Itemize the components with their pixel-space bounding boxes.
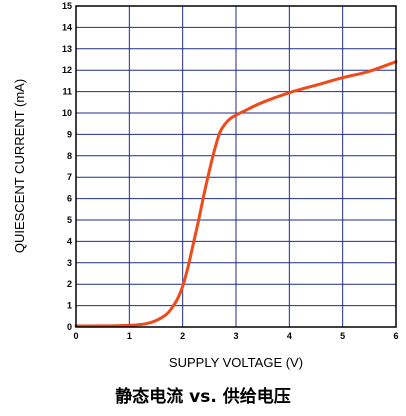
series-line <box>74 60 398 328</box>
x-tick-labels: 0 1 2 3 4 5 6 <box>73 331 398 341</box>
y-tick-label: 12 <box>62 65 72 75</box>
y-axis-label: QUIESCENT CURRENT (mA) <box>12 79 27 253</box>
series-layer <box>74 60 398 328</box>
x-tick-label: 2 <box>180 331 185 341</box>
x-axis-label: SUPPLY VOLTAGE (V) <box>169 355 303 370</box>
x-tick-label: 1 <box>127 331 132 341</box>
y-tick-label: 15 <box>62 1 72 11</box>
plot-frame <box>75 5 397 328</box>
y-tick-label: 8 <box>67 151 72 161</box>
y-tick-label: 11 <box>62 87 72 97</box>
y-tick-label: 3 <box>67 258 72 268</box>
y-tick-label: 10 <box>62 108 72 118</box>
chart-title: 静态电流 vs. 供给电压 <box>115 387 291 407</box>
y-tick-label: 7 <box>67 172 72 182</box>
x-tick-label: 6 <box>393 331 398 341</box>
x-tick-label: 0 <box>73 331 78 341</box>
y-tick-label: 4 <box>67 236 72 246</box>
y-tick-label: 0 <box>67 322 72 332</box>
x-tick-label: 4 <box>287 331 292 341</box>
y-tick-label: 5 <box>67 215 72 225</box>
grid <box>75 5 397 328</box>
x-tick-label: 3 <box>233 331 238 341</box>
y-tick-label: 6 <box>67 194 72 204</box>
y-tick-label: 1 <box>67 301 72 311</box>
x-tick-label: 5 <box>340 331 345 341</box>
y-tick-label: 9 <box>67 129 72 139</box>
y-tick-label: 13 <box>62 44 72 54</box>
y-tick-label: 14 <box>62 22 72 32</box>
y-tick-label: 2 <box>67 279 72 289</box>
